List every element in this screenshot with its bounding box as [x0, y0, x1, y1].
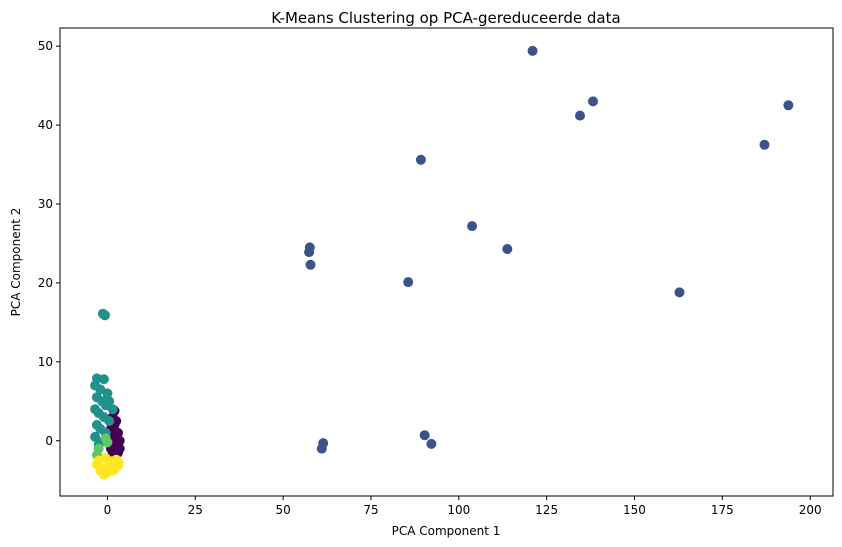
- x-tick-label-2: 50: [275, 503, 290, 517]
- point-cluster-1-10: [305, 259, 316, 270]
- point-cluster-2-1: [100, 310, 110, 321]
- point-cluster-0-12: [114, 435, 125, 446]
- point-cluster-1-2: [588, 96, 598, 107]
- point-cluster-1-0: [527, 45, 538, 56]
- y-tick-label-3: 30: [38, 197, 53, 211]
- point-cluster-2-19: [90, 431, 101, 442]
- y-axis-ticks: 0 10 20 30 40 50: [38, 39, 60, 448]
- x-tick-label-3: 75: [363, 503, 378, 517]
- chart-title: K-Means Clustering op PCA-gereduceerde d…: [271, 9, 620, 27]
- x-tick-label-5: 125: [535, 503, 558, 517]
- point-cluster-1-9: [304, 247, 315, 258]
- point-cluster-2-18: [104, 396, 115, 407]
- x-tick-label-6: 150: [623, 503, 646, 517]
- point-cluster-2-13: [104, 416, 115, 426]
- y-axis-label: PCA Component 2: [9, 208, 23, 317]
- x-tick-label-8: 200: [799, 503, 822, 517]
- y-tick-label-4: 40: [38, 118, 53, 132]
- point-cluster-2-6: [102, 388, 113, 399]
- x-axis-label: PCA Component 1: [392, 524, 501, 538]
- point-cluster-1-3: [783, 100, 794, 111]
- point-cluster-2-17: [107, 404, 118, 415]
- point-cluster-1-5: [415, 154, 426, 165]
- point-cluster-1-7: [502, 244, 513, 254]
- plot-frame: [59, 27, 834, 497]
- x-tick-label-7: 175: [711, 503, 734, 517]
- x-tick-label-1: 25: [188, 503, 203, 517]
- point-cluster-4-13: [113, 457, 124, 468]
- point-cluster-1-16: [316, 443, 327, 454]
- point-cluster-2-3: [98, 374, 109, 385]
- y-tick-label-0: 0: [45, 434, 53, 448]
- point-cluster-3-2: [93, 443, 104, 454]
- point-cluster-1-6: [467, 221, 478, 232]
- point-cluster-1-13: [419, 430, 430, 441]
- point-cluster-1-14: [426, 438, 437, 449]
- x-tick-label-0: 0: [104, 503, 112, 517]
- y-tick-label-1: 10: [38, 355, 53, 369]
- point-cluster-1-11: [403, 277, 414, 288]
- point-cluster-4-12: [95, 465, 106, 476]
- y-tick-label-2: 20: [38, 276, 53, 290]
- point-cluster-1-1: [575, 110, 585, 121]
- data-points: [90, 45, 794, 480]
- x-tick-label-4: 100: [447, 503, 470, 517]
- x-axis-ticks: 0 25 50 75 100 125 150 175 200: [104, 496, 822, 517]
- y-tick-label-5: 50: [38, 39, 53, 53]
- point-cluster-1-4: [759, 139, 770, 150]
- point-cluster-1-12: [674, 287, 685, 298]
- point-cluster-3-3: [102, 437, 113, 448]
